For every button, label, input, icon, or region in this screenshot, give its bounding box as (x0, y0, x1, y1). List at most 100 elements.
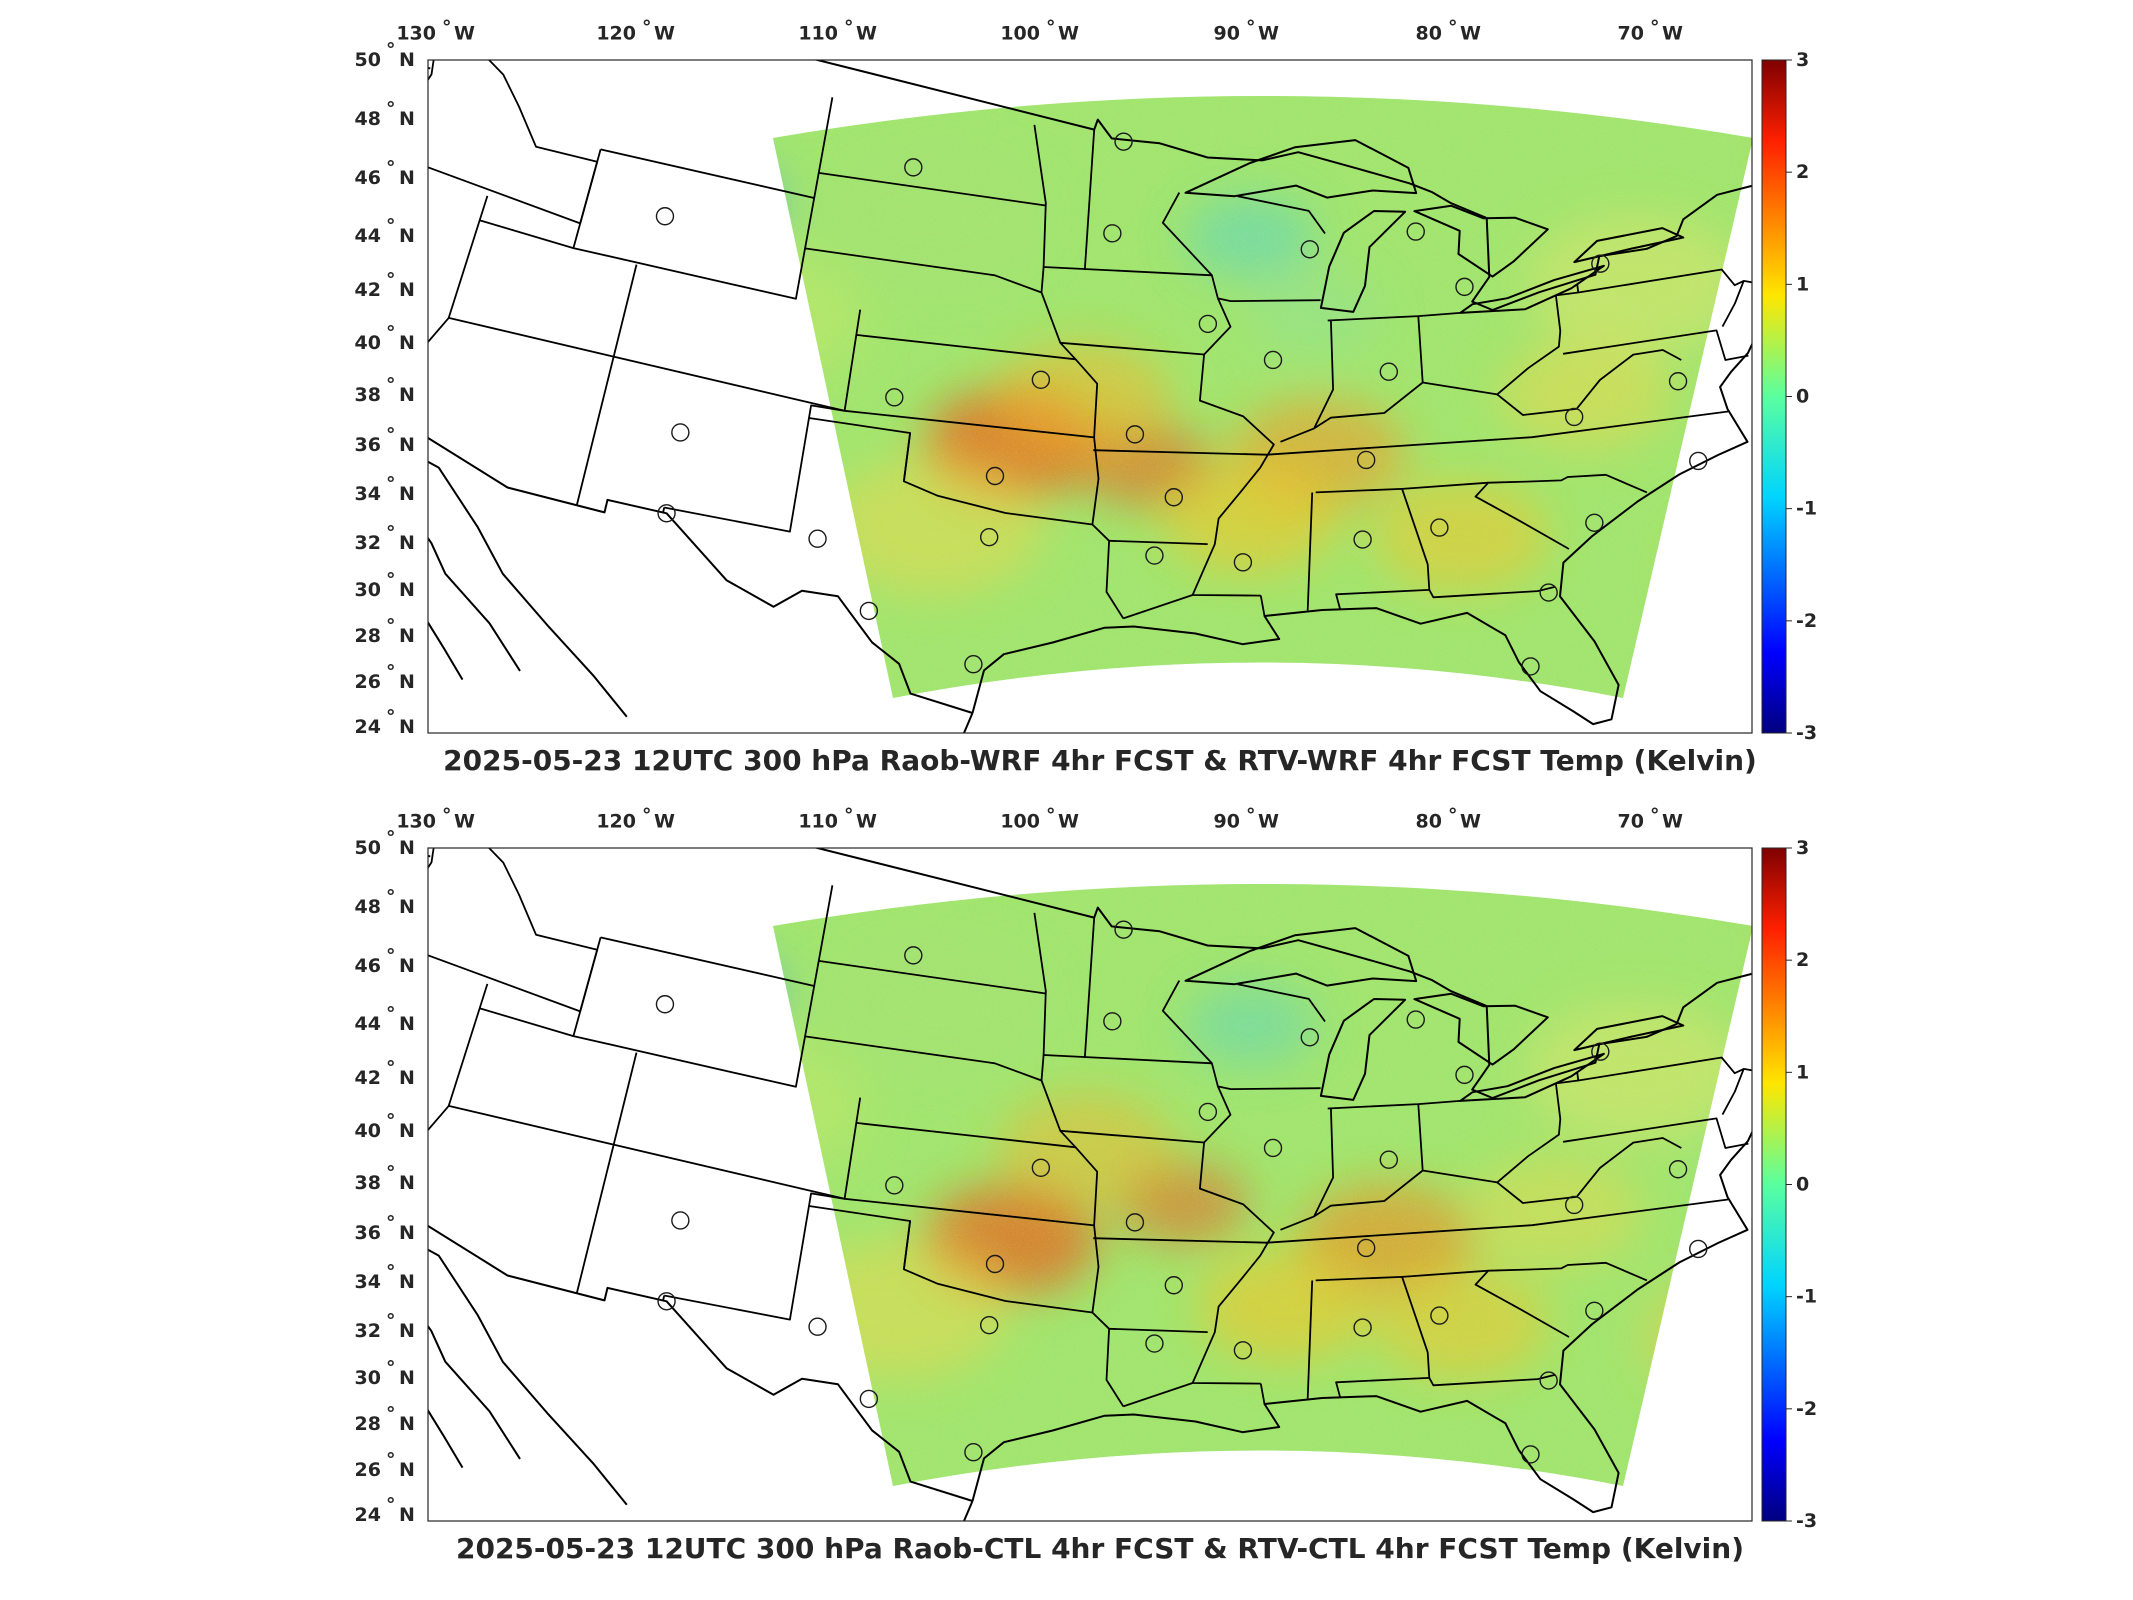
station-marker (1379, 1150, 1399, 1169)
coastline-border (971, 1130, 1752, 1514)
degree-symbol: ° (642, 805, 652, 827)
station-marker (1455, 277, 1474, 297)
latitude-tick-label: 44 (355, 225, 381, 247)
state-border (1191, 354, 1275, 597)
station-marker (1539, 583, 1558, 602)
latitude-hemisphere: N (399, 279, 415, 301)
station-marker (1591, 1042, 1610, 1061)
latitude-hemisphere: N (399, 1120, 415, 1142)
coastline-border (428, 1248, 628, 1506)
degree-symbol: ° (386, 1212, 396, 1234)
state-border (1327, 1100, 1461, 1110)
latitude-tick-label: 42 (355, 279, 381, 301)
state-border (1306, 492, 1314, 611)
field-anomaly (1928, 320, 2060, 404)
degree-symbol: ° (386, 1449, 396, 1471)
colorbar-tick-label: -2 (1796, 1398, 1817, 1420)
coastline-border (813, 60, 1752, 311)
longitude-hemisphere: W (1662, 811, 1683, 833)
latitude-tick-label: 30 (355, 579, 381, 601)
degree-symbol: ° (1046, 805, 1056, 827)
longitude-hemisphere: W (654, 23, 675, 45)
degree-symbol: ° (386, 522, 396, 544)
state-border (575, 264, 638, 506)
state-border (1474, 482, 1570, 550)
station-marker (1233, 1341, 1253, 1360)
state-border (1033, 912, 1047, 1081)
latitude-tick-label: 40 (355, 332, 381, 354)
colorbar-tick-label: 2 (1796, 949, 1809, 971)
latitude-hemisphere: N (399, 1013, 415, 1035)
latitude-hemisphere: N (399, 955, 415, 977)
latitude-hemisphere: N (399, 49, 415, 71)
station-marker (1379, 362, 1399, 381)
temperature-difference-field (773, 96, 2060, 698)
latitude-tick-label: 46 (355, 167, 381, 189)
station-marker (1145, 1334, 1164, 1353)
latitude-tick-label: 34 (355, 1271, 381, 1293)
station-marker (1198, 314, 1218, 334)
station-marker (1585, 513, 1604, 532)
state-border (1313, 316, 1424, 430)
station-marker (904, 946, 923, 965)
state-border (448, 1105, 845, 1200)
state-border (1327, 312, 1461, 322)
state-border (1033, 124, 1047, 293)
state-border (662, 1295, 666, 1301)
state-border (844, 1146, 1099, 1227)
degree-symbol: ° (386, 98, 396, 120)
station-marker (979, 527, 999, 547)
degree-symbol: ° (386, 1162, 396, 1184)
station-marker (1125, 1213, 1145, 1232)
longitude-tick-label: 80 (1416, 811, 1442, 833)
state-border (479, 1007, 574, 1037)
longitude-tick-label: 90 (1214, 811, 1240, 833)
station-marker (1353, 1318, 1372, 1337)
lake-outline (1573, 227, 1685, 264)
colorbar-tick-label: 2 (1796, 161, 1809, 183)
station-marker (1263, 350, 1283, 370)
latitude-tick-label: 48 (355, 896, 381, 918)
latitude-hemisphere: N (399, 625, 415, 647)
latitude-tick-label: 42 (355, 1067, 381, 1089)
station-marker (985, 466, 1005, 486)
coastline-border (971, 342, 1752, 726)
degree-symbol: ° (1448, 805, 1458, 827)
station-marker (671, 1211, 690, 1230)
state-border (662, 507, 666, 513)
longitude-hemisphere: W (1058, 23, 1079, 45)
latitude-tick-label: 50 (355, 837, 381, 859)
latitude-hemisphere: N (399, 1504, 415, 1526)
coastline-border (813, 848, 1752, 1099)
latitude-tick-label: 28 (355, 1413, 381, 1435)
degree-symbol: ° (1650, 805, 1660, 827)
latitude-hemisphere: N (399, 108, 415, 130)
station-marker (1145, 546, 1164, 565)
temperature-difference-field (773, 884, 1753, 1486)
latitude-hemisphere: N (399, 1367, 415, 1389)
station-marker (859, 1389, 879, 1409)
colorbar-tick-label: 1 (1796, 1061, 1809, 1083)
longitude-hemisphere: W (654, 811, 675, 833)
state-border (572, 97, 834, 300)
state-border (804, 247, 1042, 294)
state-border (1562, 1117, 1749, 1149)
state-border (1779, 1034, 1848, 1046)
coastline-border (428, 1224, 973, 1502)
latitude-hemisphere: N (399, 1172, 415, 1194)
station-marker (1164, 488, 1184, 507)
station-marker (1539, 1371, 1558, 1390)
colorbar-tick-label: 3 (1796, 49, 1809, 71)
station-marker (1564, 1195, 1584, 1215)
state-border (1259, 595, 1266, 617)
latitude-hemisphere: N (399, 1067, 415, 1089)
station-marker (671, 423, 690, 442)
map-panel-1: 130 ° W 120 ° W 110 ° W 100 ° W 90 ° W 80 ° W 70 ° W50 ° N48 ° N… (355, 17, 2060, 777)
lake-outline (1184, 139, 1418, 199)
map-outlines (428, 60, 1752, 733)
latitude-tick-label: 34 (355, 483, 381, 505)
state-border (1781, 1004, 1858, 1027)
latitude-hemisphere: N (399, 434, 415, 456)
colorbar (1761, 847, 1787, 1522)
state-border (1161, 192, 1321, 302)
